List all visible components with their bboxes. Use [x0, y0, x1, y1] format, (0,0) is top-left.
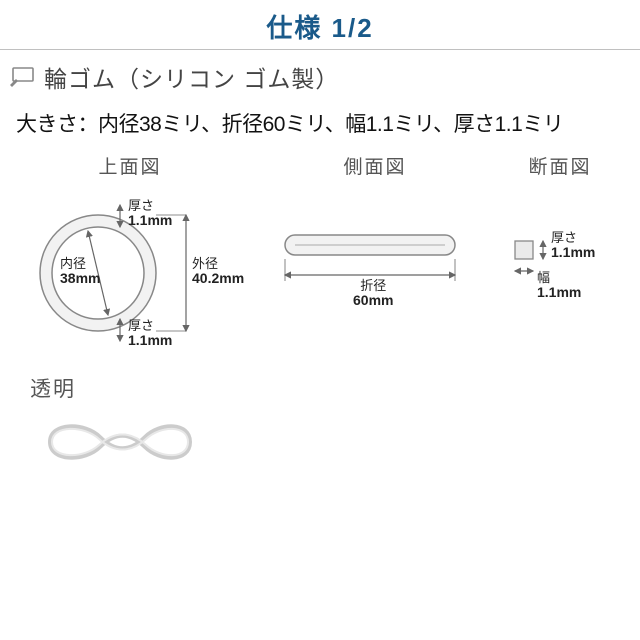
side-view-column: 側面図 折径60mm	[260, 152, 490, 325]
color-sample-section: 透明	[0, 355, 640, 482]
thickness-top-label: 厚さ1.1mm	[128, 199, 172, 229]
top-view-column: 上面図	[10, 152, 250, 355]
cross-thickness-label: 厚さ1.1mm	[551, 231, 595, 261]
page-title: 仕様 1/2	[266, 13, 373, 43]
thickness-bottom-label: 厚さ1.1mm	[128, 319, 172, 349]
cross-section-diagram: 厚さ1.1mm 幅1.1mm	[495, 185, 625, 325]
cross-section-column: 断面図 厚さ1.1mm 幅1.1mm	[490, 152, 630, 325]
color-label: 透明	[30, 373, 640, 403]
cross-section-title: 断面図	[528, 152, 591, 179]
side-view-diagram: 折径60mm	[265, 185, 485, 325]
fold-dia-label: 折径60mm	[353, 279, 393, 309]
transparent-band-sample	[30, 407, 200, 477]
presentation-icon	[8, 66, 36, 88]
outer-dia-label: 外径40.2mm	[192, 257, 244, 287]
top-view-diagram: 内径38mm 外径40.2mm 厚さ1.1mm 厚さ1.1mm	[10, 185, 250, 355]
product-subtitle: 輪ゴム（シリコン ゴム製）	[44, 60, 339, 94]
size-label: 大きさ：	[16, 113, 98, 136]
subtitle-row: 輪ゴム（シリコン ゴム製）	[0, 50, 640, 102]
size-dimensions: 内径38ミリ、折径60ミリ、幅1.1ミリ、厚さ1.1ミリ	[98, 113, 563, 136]
cross-width-label: 幅1.1mm	[537, 271, 581, 301]
top-view-title: 上面図	[98, 152, 161, 179]
side-view-title: 側面図	[343, 152, 406, 179]
diagrams-row: 上面図	[0, 152, 640, 355]
inner-dia-label: 内径38mm	[60, 257, 100, 287]
size-summary: 大きさ：内径38ミリ、折径60ミリ、幅1.1ミリ、厚さ1.1ミリ	[0, 102, 640, 152]
page-header: 仕様 1/2	[0, 0, 640, 49]
